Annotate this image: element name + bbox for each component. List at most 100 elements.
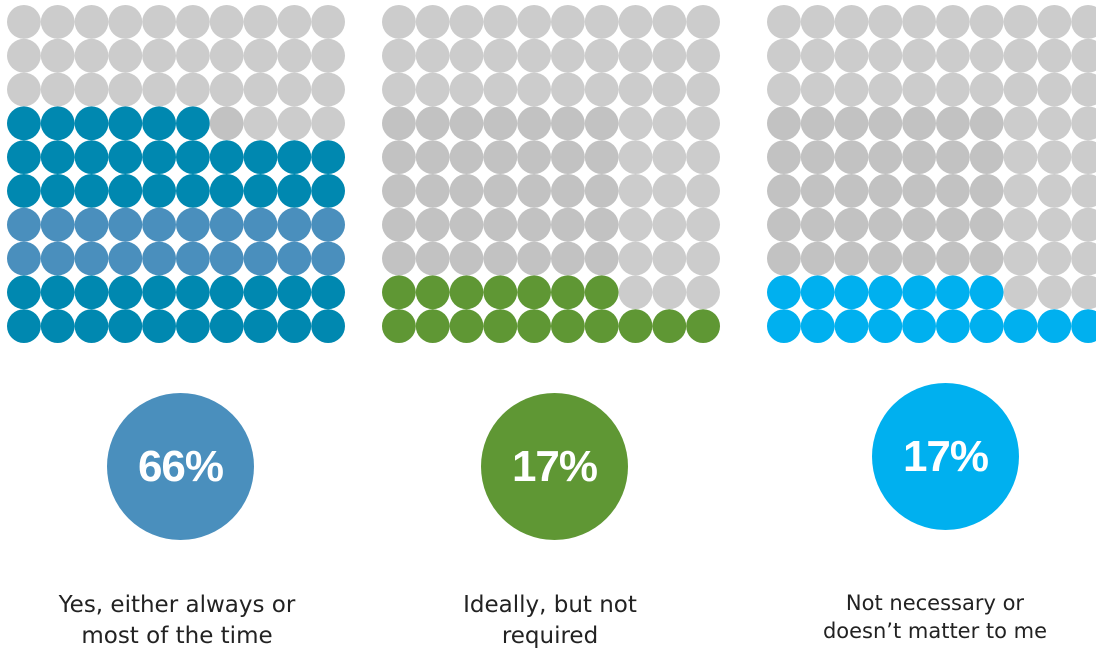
waffle-dot-empty: [449, 72, 484, 107]
waffle-dot-filled: [176, 241, 210, 276]
waffle-dot-empty: [382, 207, 416, 242]
waffle-dot-empty: [868, 106, 903, 141]
waffle-dot-filled: [382, 275, 416, 310]
waffle-dot-filled: [142, 309, 177, 343]
waffle-dot-empty: [1037, 140, 1072, 175]
waffle-dot-empty: [834, 5, 869, 39]
waffle-dot-empty: [415, 38, 450, 73]
waffle-grid-not-necessary: [767, 5, 1096, 345]
waffle-dot-empty: [1037, 241, 1072, 276]
waffle-dot-filled: [969, 309, 1004, 343]
waffle-svg-yes: [7, 5, 345, 343]
waffle-dot-empty: [618, 207, 653, 242]
category-label-line: Yes, either always or: [58, 592, 296, 618]
waffle-dot-empty: [415, 174, 450, 208]
waffle-dot-empty: [277, 38, 312, 73]
waffle-dot-empty: [868, 5, 903, 39]
waffle-dot-empty: [767, 174, 801, 208]
waffle-dot-filled: [483, 309, 518, 343]
waffle-dot-filled: [1037, 309, 1072, 343]
waffle-dot-filled: [415, 309, 450, 343]
waffle-dot-empty: [767, 140, 801, 175]
waffle-dot-filled: [74, 140, 109, 175]
waffle-dot-filled: [243, 241, 278, 276]
waffle-dot-empty: [108, 38, 143, 73]
waffle-dot-empty: [1071, 174, 1096, 208]
waffle-dot-empty: [936, 174, 970, 208]
waffle-dot-empty: [176, 38, 210, 73]
waffle-dot-empty: [618, 38, 653, 73]
waffle-dot-empty: [1037, 5, 1072, 39]
percent-label-yes: 66%: [137, 441, 224, 491]
waffle-dot-empty: [382, 72, 416, 107]
waffle-dot-empty: [652, 72, 687, 107]
waffle-dot-filled: [142, 207, 177, 242]
waffle-dot-filled: [551, 309, 585, 343]
waffle-dot-empty: [800, 38, 835, 73]
waffle-dot-filled: [7, 275, 41, 310]
waffle-dot-filled: [7, 140, 41, 175]
waffle-dot-filled: [767, 309, 801, 343]
waffle-dot-empty: [902, 106, 936, 141]
waffle-dot-empty: [40, 72, 75, 107]
waffle-dot-filled: [74, 207, 109, 242]
waffle-svg-not-necessary: [767, 5, 1096, 343]
waffle-svg-ideally: [382, 5, 720, 343]
waffle-dot-empty: [1003, 140, 1038, 175]
waffle-dot-empty: [767, 72, 801, 107]
waffle-dot-empty: [902, 5, 936, 39]
waffle-dot-empty: [618, 174, 653, 208]
category-label-yes: Yes, either always or most of the time: [27, 590, 327, 652]
waffle-dot-empty: [551, 106, 585, 141]
waffle-grid-ideally: [382, 5, 722, 345]
waffle-dot-empty: [1037, 207, 1072, 242]
waffle-dot-filled: [868, 309, 903, 343]
waffle-dot-filled: [74, 241, 109, 276]
waffle-dot-empty: [902, 38, 936, 73]
waffle-dot-empty: [1071, 72, 1096, 107]
waffle-dot-empty: [483, 241, 518, 276]
waffle-dot-empty: [686, 72, 720, 107]
waffle-dot-filled: [686, 309, 720, 343]
waffle-dot-filled: [767, 275, 801, 310]
waffle-dot-empty: [1071, 207, 1096, 242]
waffle-dot-empty: [767, 106, 801, 141]
waffle-dot-empty: [517, 140, 551, 175]
waffle-dot-filled: [449, 275, 484, 310]
waffle-dot-empty: [382, 174, 416, 208]
waffle-dot-filled: [108, 309, 143, 343]
waffle-dot-empty: [551, 140, 585, 175]
waffle-dot-filled: [311, 174, 345, 208]
waffle-dot-empty: [517, 106, 551, 141]
waffle-dot-filled: [209, 207, 244, 242]
waffle-dot-empty: [868, 207, 903, 242]
waffle-panel-ideally: 17% Ideally, but not required: [382, 0, 742, 652]
waffle-dot-filled: [209, 309, 244, 343]
waffle-dot-empty: [652, 275, 687, 310]
waffle-dot-filled: [142, 241, 177, 276]
waffle-dot-empty: [1003, 241, 1038, 276]
waffle-dot-filled: [902, 275, 936, 310]
waffle-dot-empty: [7, 5, 41, 39]
percent-label-ideally: 17%: [511, 441, 598, 491]
waffle-dot-filled: [449, 309, 484, 343]
waffle-dot-empty: [7, 72, 41, 107]
percent-label-not-necessary: 17%: [902, 431, 989, 481]
waffle-dot-empty: [800, 241, 835, 276]
waffle-dot-filled: [936, 275, 970, 310]
waffle-dot-filled: [176, 309, 210, 343]
waffle-dot-empty: [415, 5, 450, 39]
waffle-dot-empty: [517, 241, 551, 276]
waffle-dot-empty: [800, 207, 835, 242]
waffle-dot-empty: [176, 5, 210, 39]
waffle-dot-empty: [415, 72, 450, 107]
waffle-dot-empty: [551, 174, 585, 208]
waffle-dot-filled: [969, 275, 1004, 310]
waffle-dot-empty: [584, 38, 619, 73]
waffle-dot-filled: [209, 241, 244, 276]
waffle-dot-empty: [686, 106, 720, 141]
waffle-dot-empty: [209, 5, 244, 39]
waffle-dot-filled: [277, 174, 312, 208]
waffle-dot-empty: [382, 241, 416, 276]
percent-badge-not-necessary: 17%: [872, 383, 1019, 530]
